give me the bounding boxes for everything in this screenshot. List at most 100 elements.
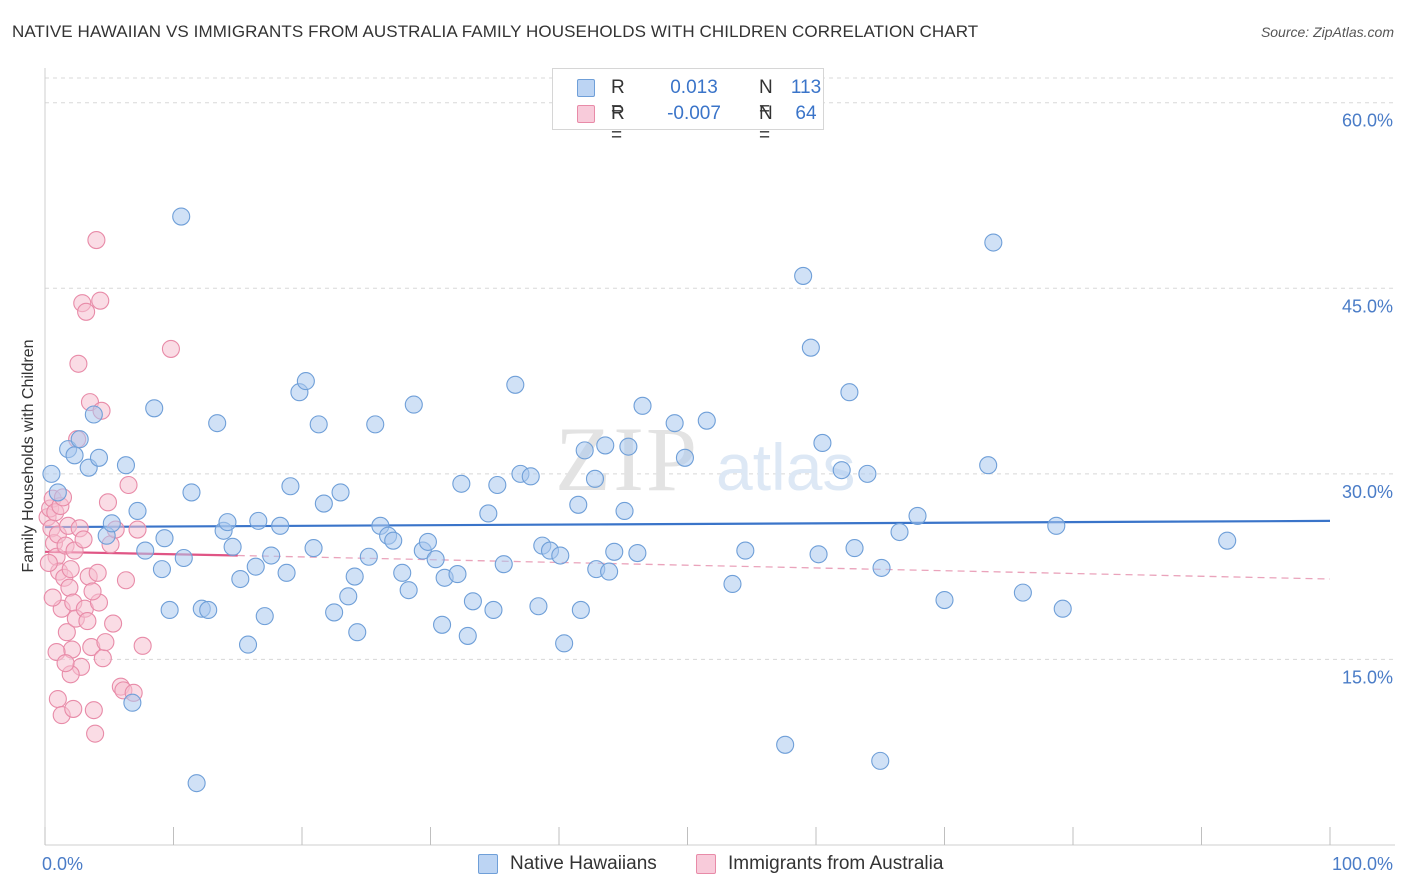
point-native-hawaiians (506, 375, 525, 394)
point-immigrants-australia (77, 302, 96, 321)
point-native-hawaiians (281, 477, 300, 496)
point-native-hawaiians (208, 414, 227, 433)
point-native-hawaiians (600, 562, 619, 581)
point-native-hawaiians (70, 430, 89, 449)
legend-swatch-pink (577, 105, 595, 123)
point-native-hawaiians (979, 456, 998, 475)
r-label: R = (611, 77, 625, 120)
point-native-hawaiians (314, 494, 333, 513)
x-tick-label: 0.0% (42, 854, 83, 874)
point-native-hawaiians (174, 548, 193, 568)
point-immigrants-australia (87, 231, 106, 250)
point-native-hawaiians (271, 516, 290, 535)
point-native-hawaiians (255, 607, 274, 626)
point-native-hawaiians (628, 543, 647, 563)
point-native-hawaiians (359, 547, 378, 566)
point-native-hawaiians (42, 464, 61, 483)
point-native-hawaiians (223, 537, 242, 556)
gridlines (45, 77, 1395, 660)
point-immigrants-australia (133, 636, 152, 655)
point-immigrants-australia (43, 588, 62, 607)
point-immigrants-australia (84, 701, 103, 720)
r-value: 0.013 (670, 77, 718, 98)
point-immigrants-australia (93, 649, 112, 668)
point-immigrants-australia (57, 623, 76, 642)
point-immigrants-australia (64, 699, 83, 718)
point-immigrants-australia (116, 571, 136, 590)
point-native-hawaiians (571, 600, 590, 620)
point-native-hawaiians (262, 546, 281, 565)
point-native-hawaiians (304, 539, 323, 558)
legend-swatch-pink (696, 854, 716, 874)
point-native-hawaiians (1218, 531, 1237, 550)
point-native-hawaiians (123, 693, 142, 712)
point-native-hawaiians (325, 603, 344, 622)
point-immigrants-australia (98, 493, 118, 512)
point-native-hawaiians (277, 563, 296, 582)
point-native-hawaiians (231, 569, 250, 589)
point-native-hawaiians (605, 542, 624, 561)
point-native-hawaiians (551, 546, 570, 565)
point-native-hawaiians (615, 501, 634, 521)
point-native-hawaiians (832, 461, 851, 480)
legend-stats: R = 0.013 N = 113 R = -0.007 N = 64 (552, 68, 824, 146)
point-immigrants-australia (48, 689, 67, 709)
y-tick-label: 15.0% (1342, 667, 1393, 687)
legend-swatch-blue (577, 79, 595, 97)
point-native-hawaiians (182, 483, 201, 502)
point-native-hawaiians (393, 563, 412, 582)
point-native-hawaiians (479, 504, 498, 523)
point-immigrants-australia (69, 354, 88, 373)
point-native-hawaiians (102, 514, 121, 533)
legend-label: Native Hawaiians (510, 853, 657, 874)
tick-labels: 15.0% 30.0% 45.0% 60.0% 0.0% 100.0% (42, 111, 1393, 874)
point-immigrants-australia (91, 291, 110, 310)
point-native-hawaiians (935, 591, 954, 610)
point-native-hawaiians (840, 383, 859, 402)
point-native-hawaiians (984, 233, 1003, 252)
point-native-hawaiians (1013, 583, 1032, 602)
point-native-hawaiians (348, 623, 367, 642)
point-native-hawaiians (84, 405, 103, 424)
point-native-hawaiians (136, 541, 155, 560)
point-native-hawaiians (585, 469, 605, 488)
point-native-hawaiians (596, 436, 615, 455)
point-native-hawaiians (521, 467, 540, 486)
point-native-hawaiians (187, 774, 206, 793)
n-label: N = (759, 103, 773, 146)
point-immigrants-australia (88, 563, 107, 582)
point-immigrants-australia (104, 614, 123, 633)
point-native-hawaiians (1053, 599, 1072, 618)
trend-line-australia-extension (237, 554, 1331, 580)
point-native-hawaiians (463, 592, 482, 611)
trend-line-native-hawaiians (44, 519, 1331, 529)
y-tick-label: 60.0% (1342, 111, 1393, 131)
point-immigrants-australia (60, 578, 79, 597)
point-native-hawaiians (908, 506, 927, 525)
point-native-hawaiians (155, 529, 174, 548)
point-native-hawaiians (199, 600, 218, 620)
point-native-hawaiians (366, 415, 385, 434)
point-native-hawaiians (872, 558, 891, 577)
point-native-hawaiians (794, 266, 813, 285)
point-immigrants-australia (119, 475, 138, 495)
point-native-hawaiians (858, 464, 877, 483)
point-native-hawaiians (145, 399, 164, 418)
source-label: Source: ZipAtlas.com (1260, 24, 1394, 40)
point-native-hawaiians (331, 483, 350, 502)
point-native-hawaiians (697, 411, 716, 430)
point-native-hawaiians (296, 372, 315, 391)
point-native-hawaiians (890, 522, 909, 542)
point-native-hawaiians (48, 483, 67, 502)
point-native-hawaiians (813, 433, 832, 452)
point-native-hawaiians (89, 448, 109, 467)
point-native-hawaiians (246, 557, 265, 576)
point-native-hawaiians (776, 735, 795, 754)
point-native-hawaiians (152, 560, 171, 579)
point-native-hawaiians (448, 565, 467, 584)
y-tick-label: 45.0% (1342, 296, 1393, 316)
point-immigrants-australia (86, 724, 105, 743)
point-native-hawaiians (433, 615, 452, 634)
point-native-hawaiians (458, 626, 477, 645)
